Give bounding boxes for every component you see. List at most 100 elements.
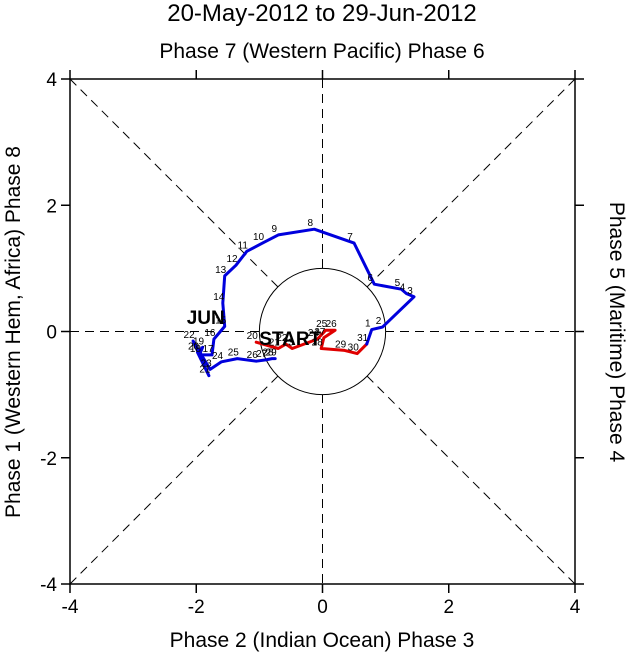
dashed-guides	[69, 78, 576, 585]
data-point	[313, 228, 316, 231]
data-point	[223, 274, 226, 278]
day-label: 3	[407, 286, 413, 297]
day-label: 29	[266, 348, 278, 359]
y-tick-label: -2	[40, 449, 57, 470]
day-label: 15	[215, 315, 227, 326]
x-tick-label: 0	[317, 597, 328, 618]
data-point	[400, 288, 403, 291]
top-phase-label: Phase 7 (Western Pacific) Phase 6	[159, 40, 484, 63]
day-label: 14	[213, 292, 225, 303]
day-label: 25	[316, 319, 328, 330]
data-point	[208, 368, 212, 371]
data-point	[277, 347, 280, 350]
data-point	[223, 325, 226, 328]
data-point	[201, 346, 204, 349]
day-label: 4	[400, 283, 406, 294]
data-point	[191, 339, 195, 343]
data-point	[291, 347, 294, 350]
day-label: 13	[215, 265, 227, 276]
day-label: 16	[204, 328, 216, 339]
data-point	[277, 233, 280, 237]
day-label: 21	[199, 365, 211, 376]
day-label: 28	[312, 338, 324, 349]
day-label: 27	[314, 327, 326, 338]
data-point	[284, 342, 288, 346]
right-phase-label: Phase 5 (Maritime) Phase 4	[605, 202, 628, 463]
x-tick-label: 2	[443, 597, 454, 618]
day-label: 19	[193, 336, 205, 347]
y-tick-label: 0	[46, 323, 57, 344]
trajectory-series	[191, 227, 416, 378]
x-tick-label: -2	[188, 597, 205, 618]
month-label-jun: JUN	[187, 308, 225, 329]
day-label: 2	[376, 316, 382, 327]
data-point	[255, 359, 258, 363]
data-point	[373, 282, 376, 286]
data-point	[207, 374, 211, 377]
data-point	[212, 337, 216, 341]
data-point	[255, 341, 258, 344]
day-label: 26	[326, 319, 338, 330]
data-point	[352, 241, 356, 245]
day-label: 28	[262, 348, 274, 359]
day-label: 17	[202, 344, 214, 355]
data-point	[273, 357, 277, 360]
data-point	[234, 264, 238, 267]
day-label: 11	[238, 240, 249, 251]
x-tick-label: 4	[570, 597, 581, 618]
series-line-may	[254, 328, 369, 356]
data-point	[210, 353, 214, 357]
day-label: 10	[253, 232, 265, 243]
day-label: 5	[395, 278, 401, 289]
day-label: 12	[226, 254, 238, 265]
data-point	[245, 250, 248, 253]
data-point	[356, 352, 359, 355]
day-label: 22	[276, 333, 288, 344]
day-label: 8	[308, 218, 314, 229]
start-label: START	[259, 329, 321, 350]
data-point	[264, 358, 267, 362]
day-label: 20	[188, 341, 200, 352]
day-label: 24	[212, 351, 224, 362]
day-label: 1	[365, 319, 371, 330]
day-label: 27	[256, 349, 268, 360]
data-point	[322, 336, 325, 340]
day-label: 6	[367, 273, 373, 284]
data-point	[370, 328, 373, 331]
day-label: 30	[348, 343, 360, 354]
day-label: 9	[272, 224, 278, 235]
y-tick-label: 2	[46, 196, 57, 217]
data-point	[320, 347, 323, 350]
data-point	[220, 360, 223, 363]
y-tick-label: 4	[46, 70, 57, 91]
left-phase-label: Phase 1 (Western Hem, Africa) Phase 8	[2, 146, 25, 518]
data-point	[221, 301, 224, 305]
day-label: 26	[247, 350, 259, 361]
data-point	[324, 329, 327, 332]
data-point	[198, 353, 201, 357]
bottom-phase-label: Phase 2 (Indian Ocean) Phase 3	[170, 629, 475, 652]
day-label: 22	[184, 330, 196, 341]
day-label: 7	[347, 232, 353, 243]
data-point	[270, 357, 274, 360]
day-label: 21	[269, 338, 281, 349]
day-label: 23	[283, 338, 295, 349]
data-point	[405, 292, 408, 295]
x-tick-label: -4	[62, 597, 79, 618]
day-label: 24	[308, 328, 320, 339]
data-point	[316, 337, 319, 341]
day-label: 29	[335, 339, 347, 350]
day-label: 25	[228, 348, 240, 359]
day-label: 31	[357, 333, 369, 344]
data-point	[333, 329, 337, 332]
data-point	[381, 325, 384, 329]
day-label: 18	[190, 344, 202, 355]
data-point	[261, 241, 264, 245]
chart-title: 20-May-2012 to 29-Jun-2012	[167, 0, 477, 27]
data-point	[196, 351, 199, 354]
data-point	[343, 349, 346, 352]
data-point	[236, 357, 239, 360]
